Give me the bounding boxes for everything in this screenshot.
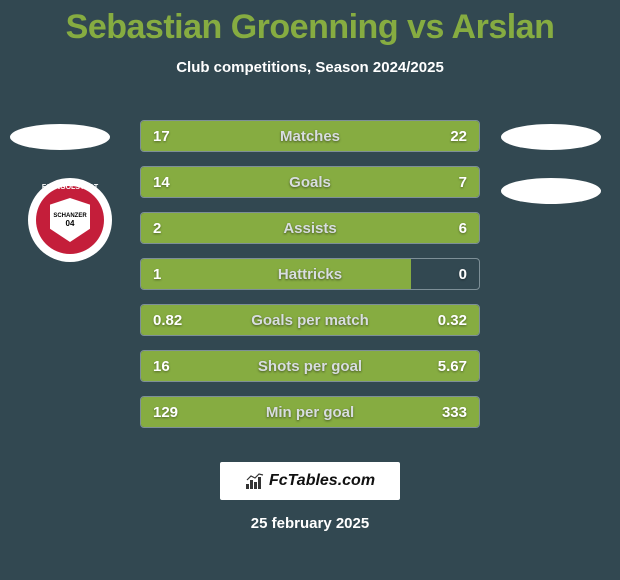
stat-fill-right <box>226 213 480 243</box>
stat-value-right: 333 <box>442 404 467 421</box>
badge-ring-text: FC INGOLSTADT <box>42 184 98 191</box>
stat-row: 0.82 0.32 Goals per match <box>140 304 480 336</box>
stat-label: Goals per match <box>251 312 369 329</box>
stat-value-left: 1 <box>153 266 161 283</box>
stat-value-right: 0 <box>459 266 467 283</box>
stat-row: 2 6 Assists <box>140 212 480 244</box>
stat-value-right: 7 <box>459 174 467 191</box>
stat-value-left: 17 <box>153 128 170 145</box>
stat-fill-left <box>141 167 366 197</box>
player-right-placeholder-2 <box>501 178 601 204</box>
stat-label: Assists <box>283 220 336 237</box>
stat-value-left: 129 <box>153 404 178 421</box>
stat-value-left: 16 <box>153 358 170 375</box>
badge-outer-ring: FC INGOLSTADT SCHANZER 04 <box>28 178 112 262</box>
stat-value-left: 2 <box>153 220 161 237</box>
stat-row: 1 0 Hattricks <box>140 258 480 290</box>
stat-fill-left <box>141 259 411 289</box>
footer-logo: FcTables.com <box>220 462 400 500</box>
stat-value-right: 0.32 <box>438 312 467 329</box>
badge-inner: FC INGOLSTADT SCHANZER 04 <box>36 186 104 254</box>
stat-value-left: 0.82 <box>153 312 182 329</box>
stat-label: Goals <box>289 174 331 191</box>
page-title: Sebastian Groenning vs Arslan <box>0 0 620 47</box>
player-right-placeholder-1 <box>501 124 601 150</box>
footer-date: 25 february 2025 <box>251 515 369 532</box>
stat-value-right: 5.67 <box>438 358 467 375</box>
badge-shield: SCHANZER 04 <box>50 198 90 242</box>
chart-icon <box>245 472 265 490</box>
stat-row: 14 7 Goals <box>140 166 480 198</box>
footer-brand: FcTables.com <box>269 472 375 490</box>
stat-value-right: 22 <box>450 128 467 145</box>
stat-value-left: 14 <box>153 174 170 191</box>
stat-row: 16 5.67 Shots per goal <box>140 350 480 382</box>
stat-label: Shots per goal <box>258 358 362 375</box>
stat-rows-container: 17 22 Matches 14 7 Goals 2 6 Assists 1 0 Hattricks 0… <box>140 120 480 442</box>
stat-label: Matches <box>280 128 340 145</box>
stat-value-right: 6 <box>459 220 467 237</box>
stat-label: Hattricks <box>278 266 342 283</box>
player-left-placeholder <box>10 124 110 150</box>
badge-year: 04 <box>66 219 75 228</box>
club-badge: FC INGOLSTADT SCHANZER 04 <box>28 178 112 262</box>
stat-label: Min per goal <box>266 404 354 421</box>
stat-row: 17 22 Matches <box>140 120 480 152</box>
subtitle: Club competitions, Season 2024/2025 <box>0 59 620 76</box>
stat-row: 129 333 Min per goal <box>140 396 480 428</box>
